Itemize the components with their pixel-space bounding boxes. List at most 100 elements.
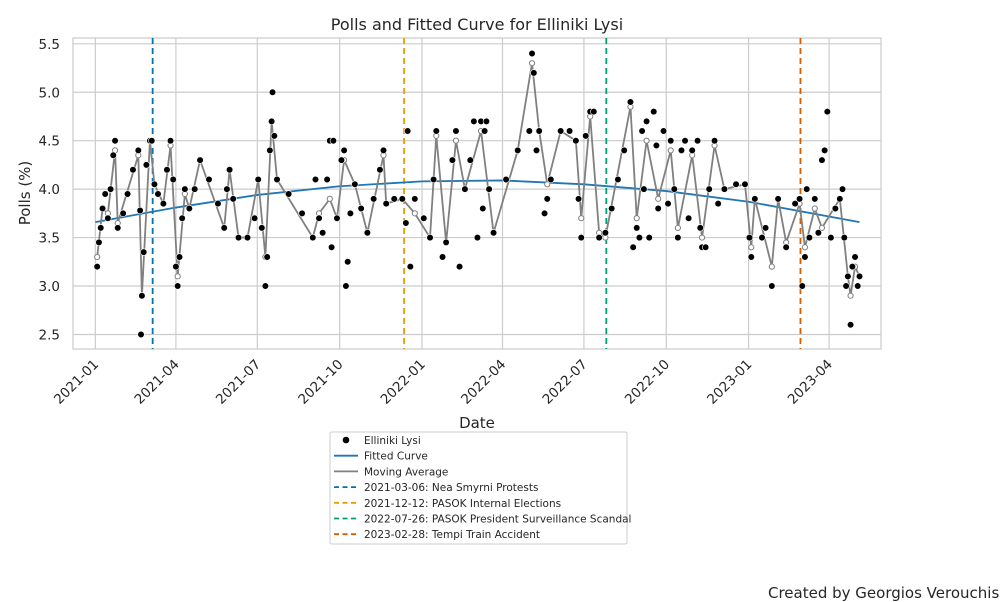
data-point <box>214 200 222 208</box>
x-axis-title: Date <box>459 414 495 432</box>
data-point <box>159 200 167 208</box>
data-point <box>223 185 231 193</box>
moving-average-marker <box>544 181 551 188</box>
data-point <box>566 127 574 135</box>
data-point <box>547 175 555 184</box>
data-point <box>370 195 378 203</box>
data-point <box>329 137 337 145</box>
data-point <box>98 204 107 213</box>
data-point <box>801 253 809 261</box>
data-point <box>848 263 856 271</box>
data-point <box>795 195 804 203</box>
x-axis-ticks: 2021-01 2021-04 2021-07 2021-10 2022-01 2022-… <box>51 357 836 408</box>
moving-average-marker <box>94 253 101 261</box>
moving-average-marker <box>452 137 460 144</box>
moving-average-marker <box>643 137 650 144</box>
data-point <box>831 204 839 213</box>
data-point <box>838 185 847 193</box>
data-point <box>461 185 469 193</box>
moving-average-marker <box>847 292 854 299</box>
data-point <box>398 195 406 203</box>
data-point <box>340 146 348 154</box>
moving-average-line <box>96 63 861 296</box>
data-point <box>134 146 142 154</box>
data-point <box>273 175 281 184</box>
data-point <box>601 229 610 237</box>
moving-average-marker <box>748 244 755 251</box>
data-point <box>298 209 306 217</box>
data-point <box>633 224 641 232</box>
data-point <box>258 224 266 232</box>
data-point <box>685 214 693 222</box>
data-point <box>181 185 189 193</box>
x-tick-label: 2022-01 <box>378 357 429 408</box>
data-point <box>263 253 271 261</box>
plot-border <box>72 37 882 350</box>
data-point <box>535 127 543 135</box>
data-point <box>432 127 440 135</box>
data-point <box>805 233 814 242</box>
data-point <box>821 146 829 154</box>
data-point <box>774 195 782 203</box>
y-tick-label: 4.5 <box>39 134 60 150</box>
data-point <box>270 132 278 140</box>
moving-average-marker <box>326 195 333 202</box>
data-point <box>254 175 262 184</box>
data-point <box>111 137 119 145</box>
legend-marker <box>342 436 350 444</box>
data-point <box>595 233 603 242</box>
moving-average-marker <box>801 244 809 251</box>
data-point <box>688 146 696 154</box>
data-point <box>525 127 533 135</box>
data-point <box>319 229 327 237</box>
data-point <box>791 200 799 208</box>
data-point <box>745 233 754 242</box>
data-point <box>620 146 628 154</box>
data-point <box>720 185 729 193</box>
data-point <box>154 190 162 198</box>
data-point <box>327 243 336 251</box>
data-point <box>650 108 658 116</box>
y-axis-ticks: 2.5 3.0 3.5 4.0 4.5 5.0 5.5 <box>39 37 60 344</box>
y-axis-title: Polls (%) <box>16 161 34 226</box>
data-point <box>452 127 460 135</box>
data-point <box>148 137 156 145</box>
data-point <box>732 180 740 188</box>
data-point <box>196 156 204 164</box>
data-point <box>163 166 171 174</box>
data-point <box>782 243 790 251</box>
moving-average-marker <box>698 234 706 241</box>
x-tick-label: 2022-07 <box>540 357 591 408</box>
data-point <box>652 141 661 150</box>
data-point <box>185 204 193 213</box>
data-point <box>166 137 175 145</box>
data-point <box>379 146 388 154</box>
data-point <box>667 137 675 145</box>
data-point <box>104 214 112 222</box>
data-point <box>390 195 398 203</box>
data-point <box>95 238 103 247</box>
data-point <box>402 219 410 227</box>
data-point <box>502 175 510 184</box>
y-tick-label: 2.5 <box>39 327 60 343</box>
data-point <box>626 98 635 106</box>
data-point <box>814 229 822 237</box>
data-point <box>846 321 855 329</box>
x-tick-label: 2023-01 <box>704 357 755 408</box>
data-point <box>106 185 115 193</box>
data-point <box>442 238 450 247</box>
data-point <box>758 233 766 242</box>
data-point <box>229 195 237 203</box>
data-point <box>674 233 682 242</box>
data-point <box>220 224 228 232</box>
data-point <box>664 200 672 208</box>
data-point <box>572 137 580 145</box>
data-point <box>654 204 662 213</box>
data-point <box>514 146 522 154</box>
moving-average-marker <box>768 263 775 270</box>
data-point <box>191 185 199 193</box>
scatter-points <box>93 49 864 339</box>
data-point <box>670 185 678 193</box>
data-point <box>225 166 234 174</box>
y-tick-label: 5.5 <box>39 37 60 53</box>
